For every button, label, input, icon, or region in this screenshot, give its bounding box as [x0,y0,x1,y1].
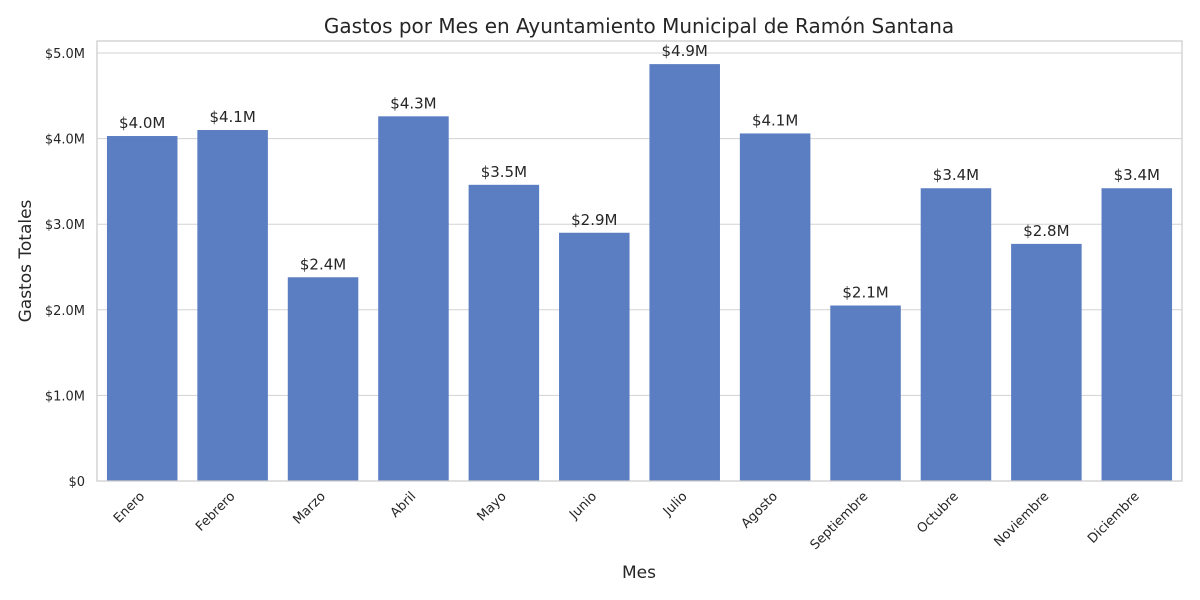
data-labels: $4.0M $4.1M $2.4M $4.3M $3.5M $2.9M $4.9M $4.1M… [119,42,1160,301]
bar [106,136,178,481]
x-tick-label: Marzo [290,489,328,527]
chart-title: Gastos por Mes en Ayuntamiento Municipal… [324,14,954,38]
bar-value-label: $4.1M [209,108,255,126]
bar-value-label: $3.4M [1114,166,1160,184]
bar-value-label: $3.5M [481,163,527,181]
bar-value-label: $2.8M [1023,222,1069,240]
x-tick-label: Enero [111,489,148,526]
bar [1011,243,1082,481]
bar [197,130,268,482]
x-tick-label: Diciembre [1085,489,1143,547]
x-axis-label: Mes [622,563,656,583]
bar [739,133,811,481]
bar [649,64,720,481]
x-tick-label: Noviembre [991,489,1052,550]
bar-value-label: $4.3M [390,94,436,112]
plot-frame [96,40,1183,482]
x-tick-label: Junio [566,489,600,523]
y-tick-label: $3.0M [45,218,85,233]
bar-value-label: $4.0M [119,114,165,132]
bar [468,184,540,481]
x-tick-label: Agosto [739,489,781,531]
bar [830,305,901,481]
x-tick-label: Julio [660,489,691,520]
bars [106,64,1173,482]
y-tick-label: $4.0M [45,133,85,148]
x-tick-label: Septiembre [808,489,872,553]
x-tick-label: Febrero [193,489,238,534]
y-axis-ticks: $0 $1.0M $2.0M $3.0M $4.0M $5.0M [45,47,85,490]
y-axis-label: Gastos Totales [16,199,36,322]
bar [559,232,630,481]
bar-value-label: $2.4M [300,255,346,273]
bar-value-label: $4.9M [662,42,708,60]
y-tick-label: $2.0M [45,304,85,319]
y-tick-label: $5.0M [45,47,85,62]
bar [1101,188,1173,481]
bar-value-label: $2.9M [571,211,617,229]
x-tick-label: Octubre [914,489,961,536]
bar-value-label: $3.4M [933,166,979,184]
bar [287,277,359,481]
x-tick-label: Abril [388,489,420,521]
bar-value-label: $2.1M [842,284,888,302]
x-tick-label: Mayo [474,489,509,524]
bar-value-label: $4.1M [752,111,798,129]
y-tick-label: $0 [68,475,85,490]
y-tick-label: $1.0M [45,389,85,404]
x-axis-ticks: Enero Febrero Marzo Abril Mayo Junio Julio Agos… [111,489,1143,553]
bar [920,188,992,481]
bar [378,116,449,481]
